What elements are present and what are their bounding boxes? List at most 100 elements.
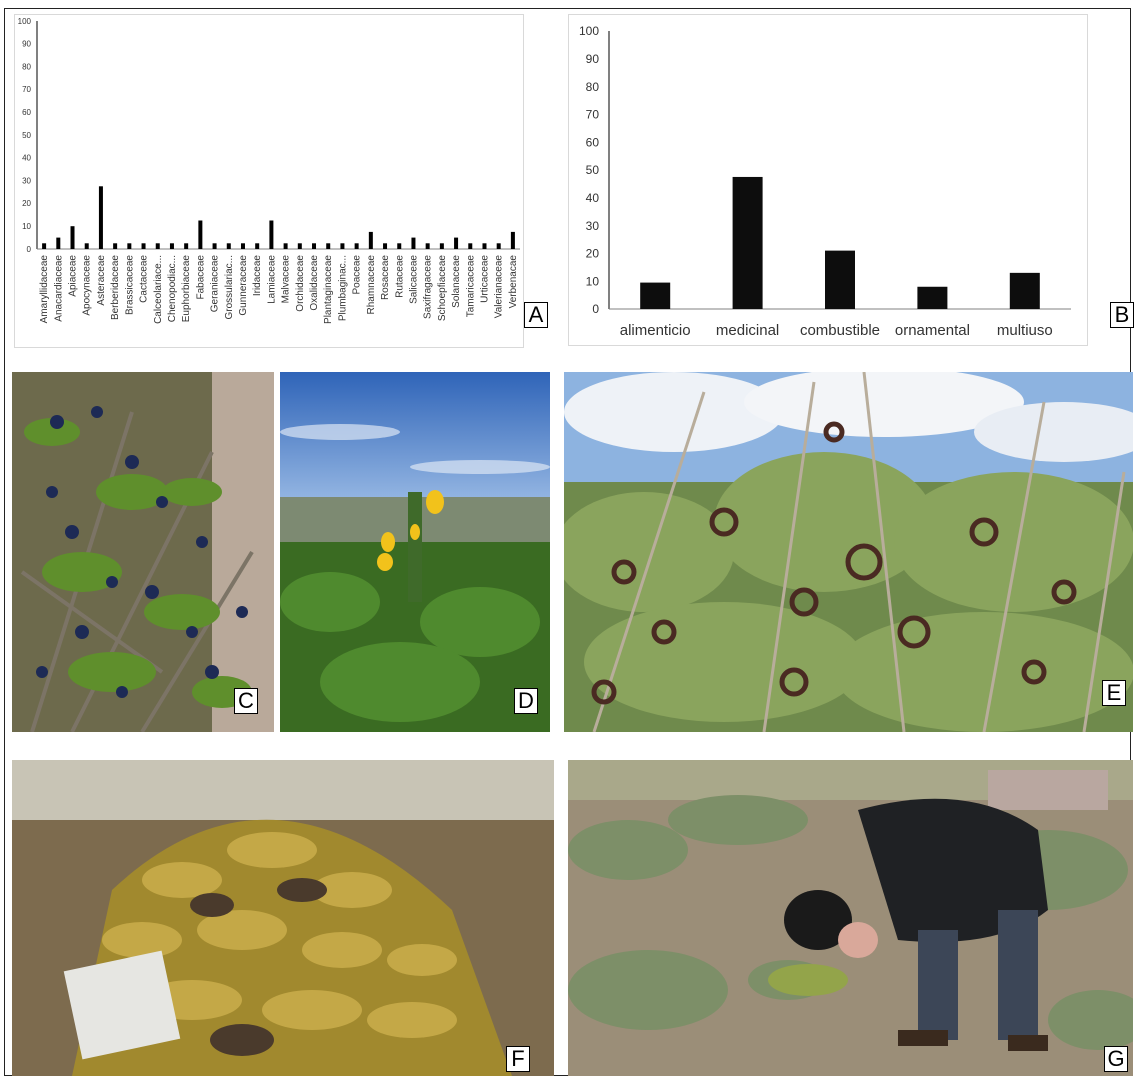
chart-0-x-tick: Verbenacae [508,255,519,309]
photo-f [12,760,554,1076]
chart-0-bar [510,231,515,249]
chart-1-y-tick: 50 [586,163,600,177]
chart-0-x-tick: Oxalidaceae [309,255,320,311]
chart-b-box: 0 10 20 30 40 50 60 70 80 90 100 alimenticio medicin… [568,14,1088,346]
chart-1-y-tick: 30 [586,219,600,233]
chart-0-x-tick: Amaryllidaceae [39,255,50,324]
chart-0-x-tick: Euphorbiaceae [181,255,192,323]
chart-0-x-tick: Geraniaceae [210,255,221,313]
chart-0-bar [42,243,47,249]
photo-g [568,760,1133,1076]
chart-0-bar [326,243,331,249]
chart-0-y-tick: 70 [22,85,31,94]
panel-label-f: F [506,1046,530,1072]
chart-a: 0 10 20 30 40 50 60 70 80 90 100 Amaryllidaceae Anac… [18,17,520,324]
photo-f-image [12,760,554,1076]
chart-1-y-tick: 10 [586,274,600,288]
chart-0-x-tick: Chenopodiac... [167,255,178,322]
chart-1-y-tick: 100 [579,24,599,38]
chart-0-x-tick: Saxifragaceae [423,255,434,319]
panel-label-b: B [1110,302,1134,328]
chart-0-x-tick: Plantaginaceae [323,255,334,324]
chart-0-x-tick: Plumbaginac... [337,255,348,321]
panel-label-e: E [1102,680,1126,706]
chart-0-x-tick: Rosaceae [380,255,391,300]
photo-c [12,372,274,732]
chart-0-x-tick: Cactaceae [139,255,150,303]
chart-0-x-tick: Orchidaceae [295,255,306,312]
chart-0-x-tick: Anacardiaceae [53,255,64,322]
photo-d-image [280,372,550,732]
chart-0-y-tick: 30 [22,176,31,185]
chart-1-y-tick: 90 [586,52,600,66]
chart-1-x-tick: combustible [800,322,880,339]
chart-0-bar [113,243,118,249]
chart-0-y-tick: 50 [22,131,31,140]
chart-0-x-tick: Salicaceae [408,255,419,304]
chart-0-bar [255,243,260,249]
chart-0-bar [312,243,317,249]
panel-label-a: A [524,302,548,328]
chart-0-bar [482,243,487,249]
chart-1-bar [732,176,763,309]
chart-1-x-tick: alimenticio [620,322,691,339]
chart-1-bar [825,250,855,309]
chart-0-bar [70,226,75,249]
chart-1-y-tick: 60 [586,135,600,149]
chart-0-bar [226,243,231,249]
photo-g-image [568,760,1133,1076]
chart-0-bar [127,243,132,249]
chart-1-y-tick: 70 [586,108,600,122]
chart-0-bar [454,237,459,249]
chart-0-x-tick: Berberidaceae [110,255,121,320]
photo-e [564,372,1133,732]
chart-1-y-tick: 20 [586,247,600,261]
chart-1-x-tick: medicinal [716,322,779,339]
chart-0-y-tick: 0 [27,245,32,254]
chart-0-bar [439,243,444,249]
chart-0-bar [198,220,203,249]
chart-0-bar [141,243,146,249]
chart-0-x-tick: Fabaceae [195,255,206,300]
photo-c-image [12,372,274,732]
chart-0-y-tick: 20 [22,199,31,208]
chart-a-box: 0 10 20 30 40 50 60 70 80 90 100 Amaryllidaceae Anac… [14,14,524,348]
chart-0-y-tick: 10 [22,222,31,231]
chart-0-y-tick: 80 [22,62,31,71]
chart-0-y-tick: 100 [18,17,32,26]
chart-0-y-tick: 60 [22,108,31,117]
chart-0-bar [354,243,359,249]
chart-0-x-tick: Solanaceae [451,255,462,308]
chart-0-y-tick: 40 [22,154,31,163]
chart-1-y-tick: 0 [592,302,599,316]
chart-1-x-tick: ornamental [895,322,970,339]
chart-1-bar [640,282,671,309]
chart-b: 0 10 20 30 40 50 60 70 80 90 100 alimenticio medicin… [579,24,1071,339]
chart-0-bar [269,220,274,249]
chart-0-bar [340,243,345,249]
panel-label-g: G [1104,1046,1128,1072]
chart-0-bar [383,243,388,249]
chart-0-x-tick: Valerianaceae [494,255,505,319]
chart-0-bar [368,231,373,249]
chart-0-x-tick: Apiaceae [68,255,79,297]
chart-1-bar [917,286,948,309]
chart-0-x-tick: Asteraceae [96,255,107,306]
chart-0-x-tick: Grossulariac... [224,255,235,319]
chart-0-bar [297,243,302,249]
chart-0-x-tick: Rhamnaceae [366,255,377,315]
panel-label-c: C [234,688,258,714]
panel-label-d: D [514,688,538,714]
chart-0-bar [411,237,416,249]
chart-0-x-tick: Rutaceae [394,255,405,298]
chart-1-y-tick: 80 [586,80,600,94]
chart-0-x-tick: Poaceae [352,255,363,295]
chart-0-x-tick: Gunneraceae [238,255,249,316]
chart-0-bar [240,243,245,249]
chart-0-bar [98,186,103,249]
chart-0-bar [397,243,402,249]
chart-0-x-tick: Schoepfiaceae [437,255,448,322]
chart-0-x-tick: Iridaceae [252,255,263,297]
chart-0-bar [56,237,61,249]
chart-1-bar [1009,272,1040,309]
